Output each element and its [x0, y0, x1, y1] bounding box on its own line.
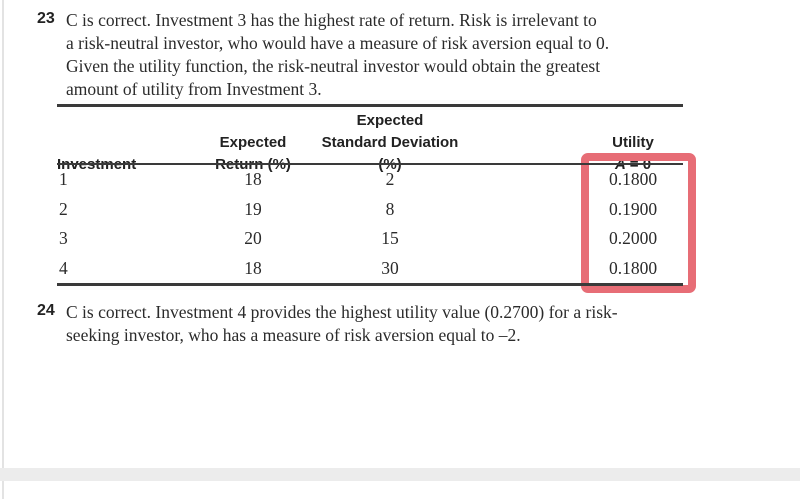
answer-23-line-2: a risk-neutral investor, who would have …	[66, 33, 610, 53]
answer-23-line-1: C is correct. Investment 3 has the highe…	[66, 10, 597, 30]
answer-text-24: C is correct. Investment 4 provides the …	[66, 301, 766, 347]
table-row: 4 18 30 0.1800	[59, 257, 658, 278]
table-row: 3 20 15 0.2000	[59, 228, 658, 249]
answer-23-line-4: amount of utility from Investment 3.	[66, 79, 322, 99]
bottom-gray-bar	[0, 468, 800, 481]
table-bottom-rule	[57, 283, 683, 286]
answer-text-23: C is correct. Investment 3 has the highe…	[66, 9, 766, 101]
answer-24-line-1: C is correct. Investment 4 provides the …	[66, 302, 618, 322]
answer-number-24: 24	[37, 302, 55, 319]
utility-column-highlight-box	[581, 153, 696, 293]
answer-23-line-3: Given the utility function, the risk-neu…	[66, 56, 601, 76]
table-top-rule	[57, 104, 683, 107]
answer-number-23: 23	[37, 10, 55, 27]
table-header-row: Investment Expected Return (%) Expected …	[57, 110, 683, 173]
answer-24-line-2: seeking investor, who has a measure of r…	[66, 325, 521, 345]
table-body: 1 18 2 0.1800 2 19 8 0.1900 3 20 15 0.20…	[57, 165, 683, 283]
table-row: 1 18 2 0.1800	[59, 169, 658, 190]
header-expected-std-dev: Expected Standard Deviation (%)	[321, 112, 459, 173]
table-header-rule	[57, 163, 683, 165]
page-left-edge-divider	[2, 0, 4, 499]
table-row: 2 19 8 0.1900	[59, 198, 658, 219]
